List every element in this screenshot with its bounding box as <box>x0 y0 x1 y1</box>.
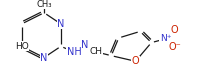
Text: N⁺: N⁺ <box>160 34 171 43</box>
Text: O: O <box>171 25 179 35</box>
Text: N: N <box>40 53 48 63</box>
Text: CH: CH <box>90 47 103 56</box>
Text: O⁻: O⁻ <box>168 42 181 52</box>
Text: N: N <box>57 19 65 29</box>
Text: NH: NH <box>67 47 81 57</box>
Text: CH₃: CH₃ <box>36 0 52 9</box>
Text: HO: HO <box>15 42 28 51</box>
Text: O: O <box>132 56 139 66</box>
Text: N: N <box>81 40 89 50</box>
